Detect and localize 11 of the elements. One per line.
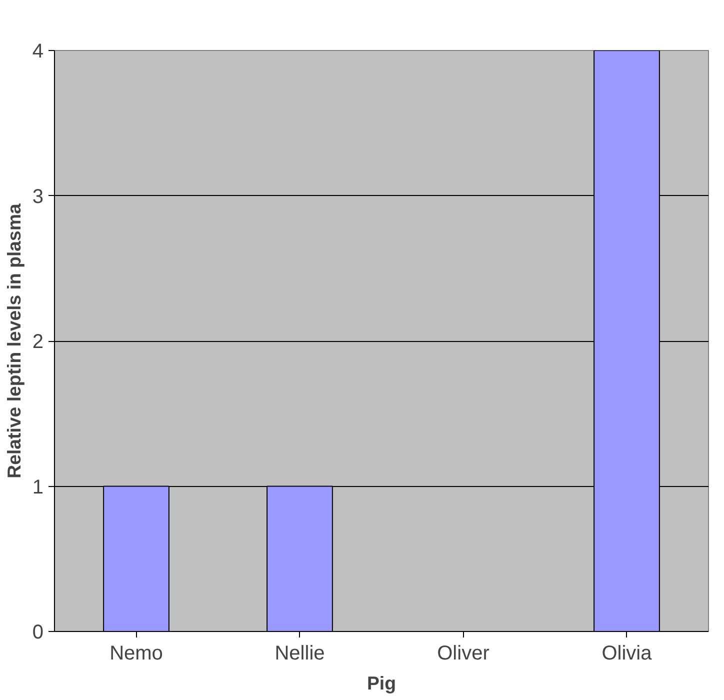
x-tick-label: Nellie [274,642,325,664]
y-tick-label: 1 [32,476,44,498]
x-tick-label: Nemo [110,642,163,664]
x-tick-label: Olivia [602,642,653,664]
y-tick-label: 4 [32,40,44,62]
y-tick-label: 0 [32,622,44,644]
x-tick-label: Oliver [437,642,490,664]
y-tick-label: 3 [32,186,44,208]
y-axis-title: Relative leptin levels in plasma [3,202,24,478]
y-tick-label: 2 [32,331,44,353]
x-axis-title: Pig [366,672,396,694]
